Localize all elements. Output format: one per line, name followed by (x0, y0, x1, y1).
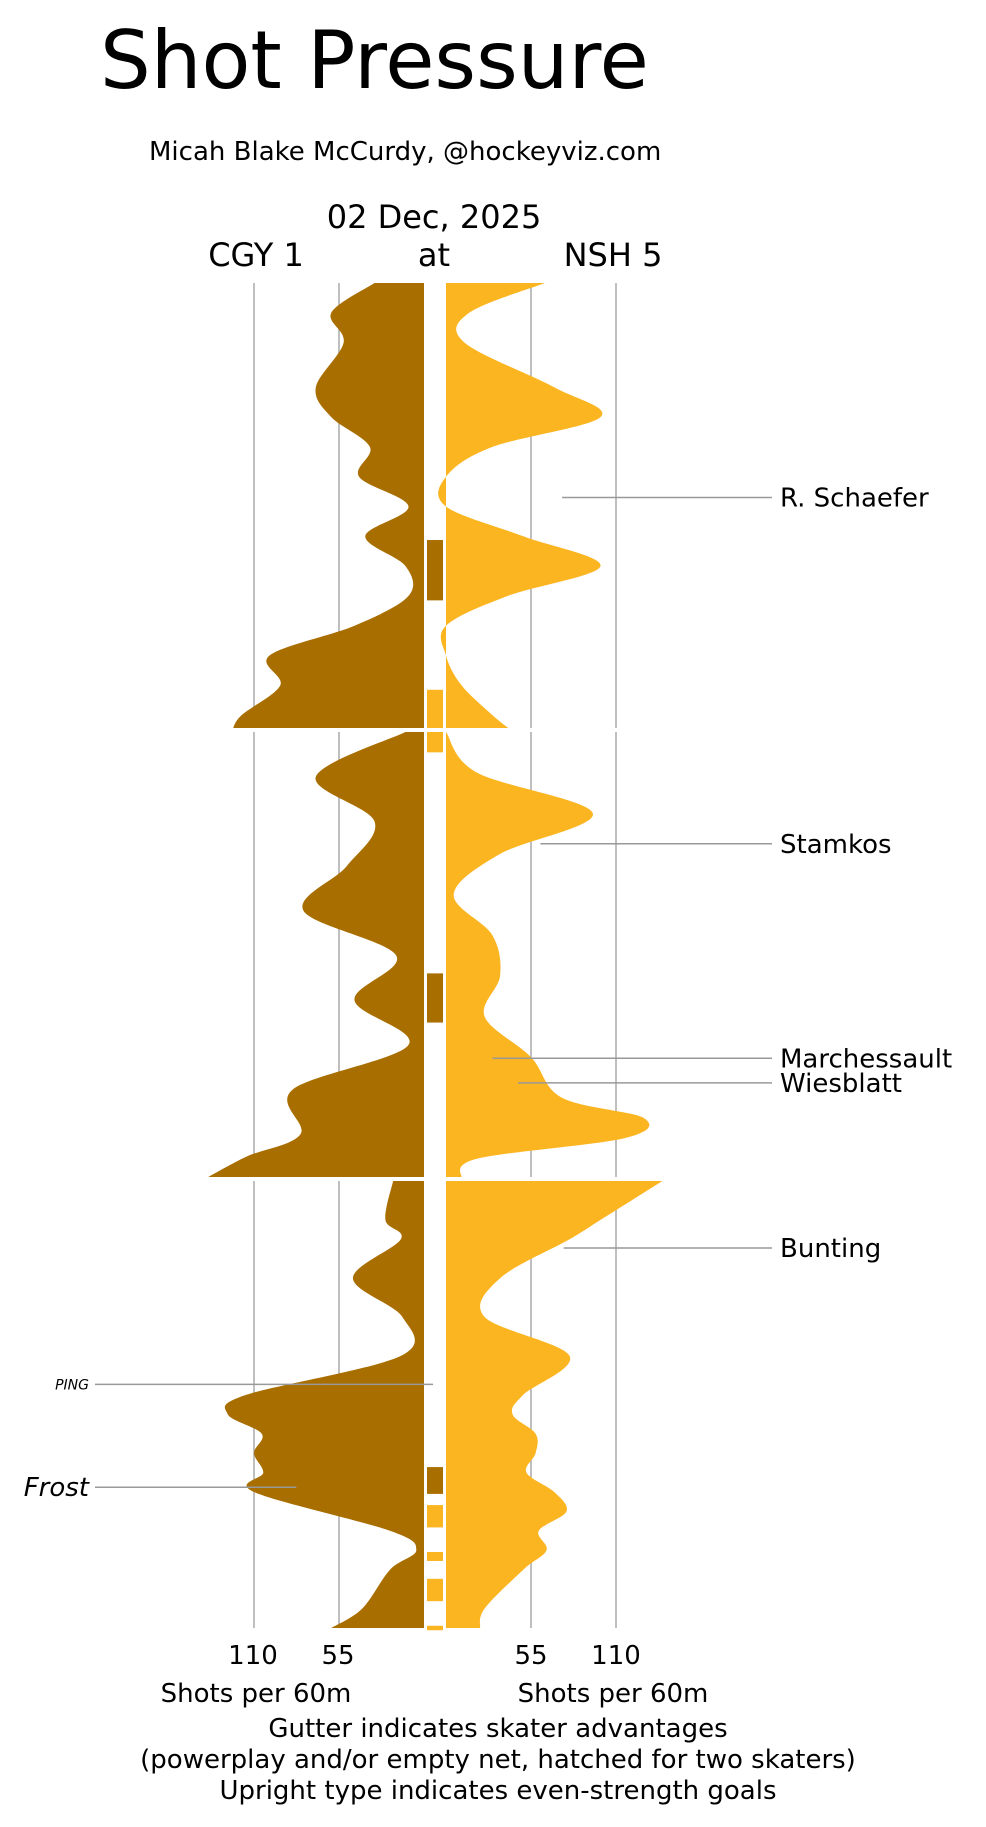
away-xlabel: Shots per 60m (161, 1679, 352, 1709)
chart-subtitle: Micah Blake McCurdy, @hockeyviz.com (149, 137, 661, 167)
away-area-period-2 (204, 732, 424, 1179)
away-tick-55: 55 (321, 1641, 354, 1671)
home-gutter-box (427, 1552, 443, 1561)
period-separator (190, 728, 690, 732)
footnote-2: (powerplay and/or empty net, hatched for… (140, 1745, 856, 1775)
home-tick-55: 55 (514, 1641, 547, 1671)
goal-label: Bunting (780, 1234, 881, 1264)
home-tick-110: 110 (591, 1641, 641, 1671)
away-area-period-3 (224, 1181, 424, 1628)
gutter-boxes (427, 540, 443, 1631)
away-gutter-box (427, 1467, 443, 1494)
goal-label: Marchessault (780, 1044, 952, 1074)
footnote-3: Upright type indicates even-strength goa… (219, 1776, 776, 1806)
away-gutter-box (427, 973, 443, 1023)
away-gutter-box (427, 540, 443, 601)
connector-label: at (418, 236, 450, 274)
goal-label: PING (55, 1377, 89, 1393)
goal-label: R. Schaefer (780, 484, 929, 514)
home-area-period-2 (446, 732, 650, 1179)
footnote-1: Gutter indicates skater advantages (268, 1714, 727, 1744)
home-area-period-1 (438, 283, 603, 730)
home-area-period-3 (446, 1181, 663, 1628)
home-gutter-box (427, 1578, 443, 1602)
chart-title: Shot Pressure (100, 14, 649, 107)
away-team-label: CGY 1 (208, 236, 304, 274)
game-date: 02 Dec, 2025 (327, 198, 542, 236)
home-xlabel: Shots per 60m (518, 1679, 709, 1709)
pressure-areas (204, 283, 663, 1628)
home-gutter-box (427, 689, 443, 753)
goal-label: Frost (24, 1473, 90, 1503)
home-gutter-box (427, 1625, 443, 1631)
home-gutter-box (427, 1505, 443, 1528)
home-team-label: NSH 5 (564, 236, 663, 274)
period-separator (190, 1177, 690, 1181)
goal-label: Stamkos (780, 830, 892, 860)
period-separators (190, 728, 690, 1181)
goal-label: Wiesblatt (780, 1069, 902, 1099)
away-tick-110: 110 (228, 1641, 278, 1671)
away-area-period-1 (232, 283, 424, 730)
